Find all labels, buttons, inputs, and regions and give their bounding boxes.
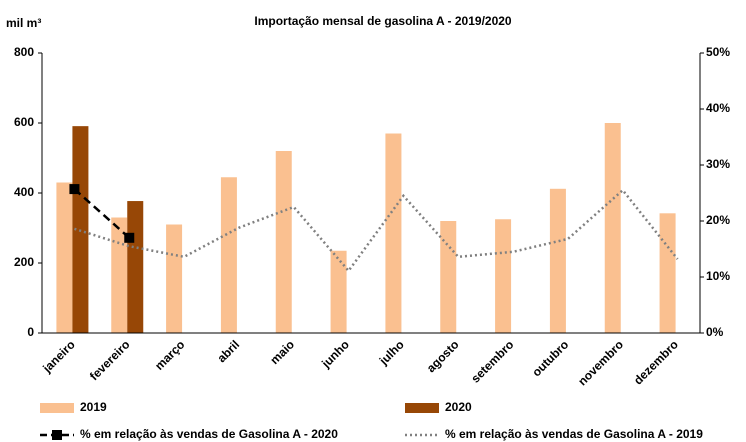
bar (220, 177, 237, 333)
y2-tick-label: 20% (706, 213, 730, 227)
legend-swatch (52, 430, 62, 440)
line-marker (69, 184, 80, 195)
y-axis-unit: mil m³ (6, 16, 41, 30)
y-tick-label: 800 (14, 45, 34, 59)
bar (495, 219, 512, 333)
y2-tick-label: 50% (706, 45, 730, 59)
bar (659, 213, 676, 333)
x-tick-label: outubro (529, 337, 571, 379)
bar (330, 250, 347, 333)
bar (56, 182, 73, 333)
y-tick-label: 200 (14, 255, 34, 269)
x-tick-label: setembro (468, 337, 516, 385)
x-tick-label: abril (214, 337, 242, 365)
bar (111, 217, 128, 333)
bar (275, 151, 292, 333)
x-tick-label: fevereiro (87, 337, 133, 383)
bar (166, 224, 183, 333)
bar (440, 221, 457, 333)
bar (127, 201, 144, 333)
y2-tick-label: 10% (706, 269, 730, 283)
bar (385, 133, 402, 333)
x-tick-label: agosto (424, 337, 462, 375)
line-series (74, 188, 679, 273)
x-tick-label: janeiro (39, 337, 77, 375)
x-tick-label: junho (318, 337, 352, 371)
y2-tick-label: 0% (706, 325, 724, 339)
x-tick-label: dezembro (631, 337, 681, 387)
chart-title: Importação mensal de gasolina A - 2019/2… (254, 14, 512, 28)
y2-tick-label: 40% (706, 101, 730, 115)
legend-label: 2019 (80, 400, 107, 414)
bar (549, 188, 566, 333)
y-tick-label: 600 (14, 115, 34, 129)
y2-tick-label: 30% (706, 157, 730, 171)
x-tick-label: março (152, 337, 187, 372)
legend-swatch (405, 403, 439, 413)
legend-swatch (40, 403, 74, 413)
legend-label: % em relação às vendas de Gasolina A - 2… (445, 427, 703, 441)
x-tick-label: julho (376, 337, 407, 368)
y-tick-label: 0 (27, 325, 34, 339)
line-marker (124, 232, 135, 243)
legend-label: 2020 (445, 400, 472, 414)
y-tick-label: 400 (14, 185, 34, 199)
x-tick-label: maio (267, 337, 297, 367)
legend-label: % em relação às vendas de Gasolina A - 2… (80, 427, 338, 441)
x-tick-label: novembro (575, 337, 626, 388)
bar (604, 123, 621, 333)
